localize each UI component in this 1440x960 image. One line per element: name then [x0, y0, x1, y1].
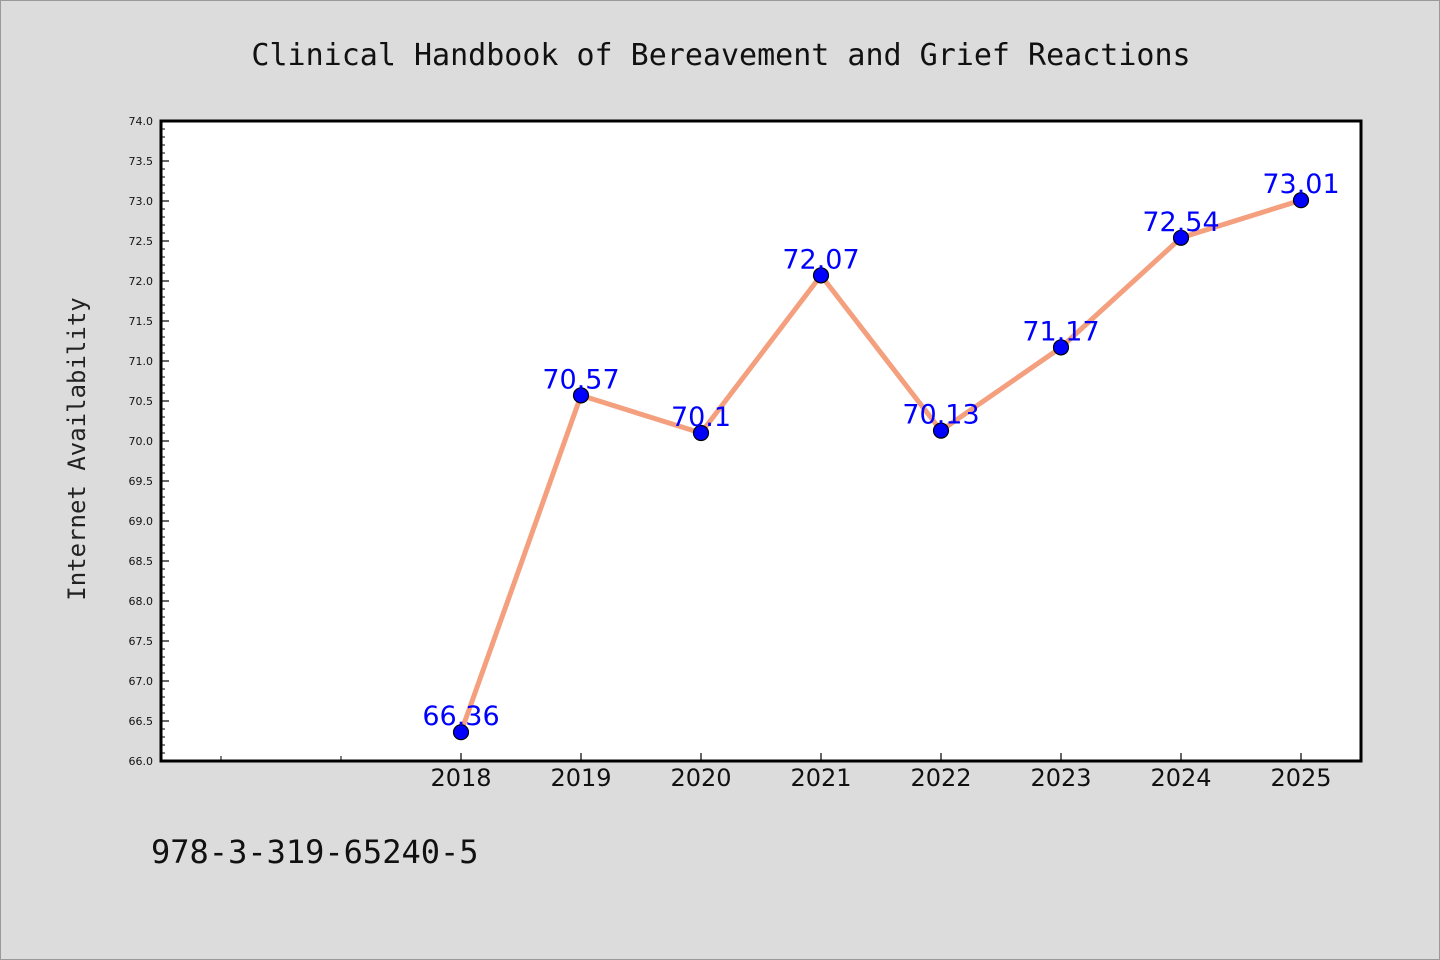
- isbn-text: 978-3-319-65240-5: [151, 833, 479, 871]
- series-line: [458, 197, 1304, 735]
- x-tick-label: 2020: [670, 764, 731, 792]
- data-labels: 66.36 70.57 70.1 72.07 70.13 71.17 72.54 73.01: [422, 169, 1339, 732]
- x-tick-label: 2024: [1150, 764, 1211, 792]
- x-tick-label: 2021: [790, 764, 851, 792]
- y-tick-label: 73.0: [129, 195, 154, 208]
- data-point: [932, 422, 950, 439]
- x-tick-label: 2025: [1270, 764, 1331, 792]
- data-label: 70.1: [671, 402, 731, 433]
- y-tick-label: 68.5: [129, 555, 154, 568]
- y-tick-label: 67.0: [129, 675, 154, 688]
- x-tick-label: 2018: [430, 764, 491, 792]
- y-tick-label: 68.0: [129, 595, 154, 608]
- data-label: 70.57: [542, 364, 619, 395]
- data-point: [1172, 229, 1190, 246]
- x-axis-ticks: 2018 2019 2020 2021 2022 2023 2024 2025: [220, 753, 1332, 792]
- y-tick-label: 74.0: [129, 115, 154, 128]
- x-tick-label: 2023: [1030, 764, 1091, 792]
- y-tick-label: 72.5: [129, 235, 154, 248]
- y-tick-label: 71.0: [129, 355, 154, 368]
- data-point: [1292, 192, 1310, 209]
- y-tick-label: 71.5: [129, 315, 154, 328]
- data-series: [452, 192, 1310, 741]
- data-label: 72.54: [1142, 207, 1219, 238]
- y-tick-label: 69.5: [129, 475, 154, 488]
- data-point: [692, 424, 710, 442]
- data-point: [572, 387, 590, 404]
- data-point: [1052, 339, 1070, 356]
- y-axis-label: Internet Availability: [63, 297, 91, 600]
- x-tick-label: 2019: [550, 764, 611, 792]
- data-label: 73.01: [1262, 169, 1339, 200]
- y-tick-label: 69.0: [129, 515, 154, 528]
- data-label: 72.07: [782, 244, 859, 275]
- plot-area: [161, 121, 1361, 761]
- y-tick-label: 70.0: [129, 435, 154, 448]
- y-tick-label: 67.5: [129, 635, 154, 648]
- x-tick-label: 2022: [910, 764, 971, 792]
- data-point: [812, 267, 830, 284]
- y-tick-label: 66.0: [129, 755, 154, 768]
- y-tick-label: 72.0: [129, 275, 154, 288]
- data-label: 71.17: [1022, 316, 1099, 347]
- y-axis-ticks: 66.0 66.5 67.0 67.5 68.0 68.5 69.0 69.5 70.0 70.5…: [129, 115, 169, 768]
- data-label: 66.36: [422, 701, 499, 732]
- y-tick-label: 73.5: [129, 155, 154, 168]
- data-label: 70.13: [902, 400, 979, 431]
- chart-title: Clinical Handbook of Bereavement and Gri…: [251, 38, 1190, 73]
- y-tick-label: 66.5: [129, 715, 154, 728]
- plot-frame: [159, 119, 1363, 763]
- data-point: [452, 724, 470, 741]
- y-tick-label: 70.5: [129, 395, 154, 408]
